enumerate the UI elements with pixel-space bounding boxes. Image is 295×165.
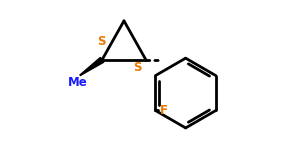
Polygon shape: [80, 57, 104, 75]
Text: S: S: [133, 61, 141, 74]
Text: Me: Me: [68, 76, 88, 89]
Text: F: F: [160, 104, 168, 117]
Text: S: S: [97, 35, 106, 48]
